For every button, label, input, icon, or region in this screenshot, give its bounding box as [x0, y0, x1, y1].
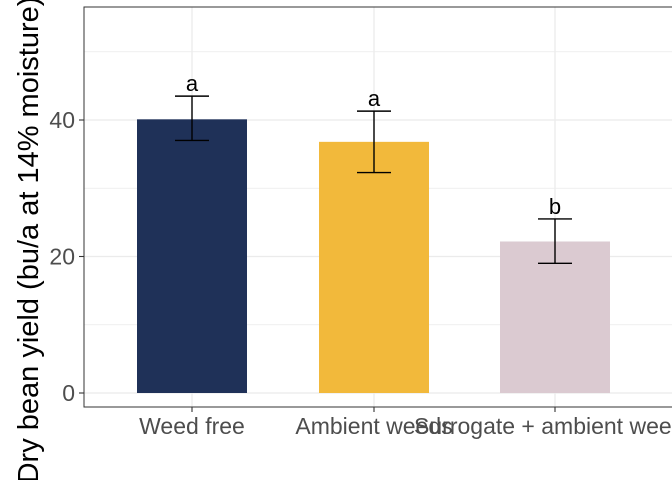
significance-letter: b [549, 194, 561, 219]
x-tick-label: Surrogate + ambient weeds [414, 413, 672, 439]
x-tick-label: Weed free [139, 413, 245, 439]
error-bars [175, 95, 572, 265]
bars [137, 119, 610, 393]
y-axis-title: Dry bean yield (bu/a at 14% moisture) [13, 0, 45, 480]
y-axis: 0 20 40 [49, 107, 84, 406]
panel-border [83, 6, 672, 408]
y-tick-label: 40 [49, 107, 75, 133]
y-tick-label: 0 [62, 380, 75, 406]
bar [500, 241, 610, 393]
bar [319, 141, 429, 393]
y-tick-label: 20 [49, 244, 75, 270]
significance-letter: a [186, 71, 199, 96]
significance-letter: a [368, 86, 381, 111]
bar [137, 119, 247, 393]
x-tick-label: Ambient weeds [295, 413, 452, 439]
significance-letters: a a b [186, 71, 561, 219]
